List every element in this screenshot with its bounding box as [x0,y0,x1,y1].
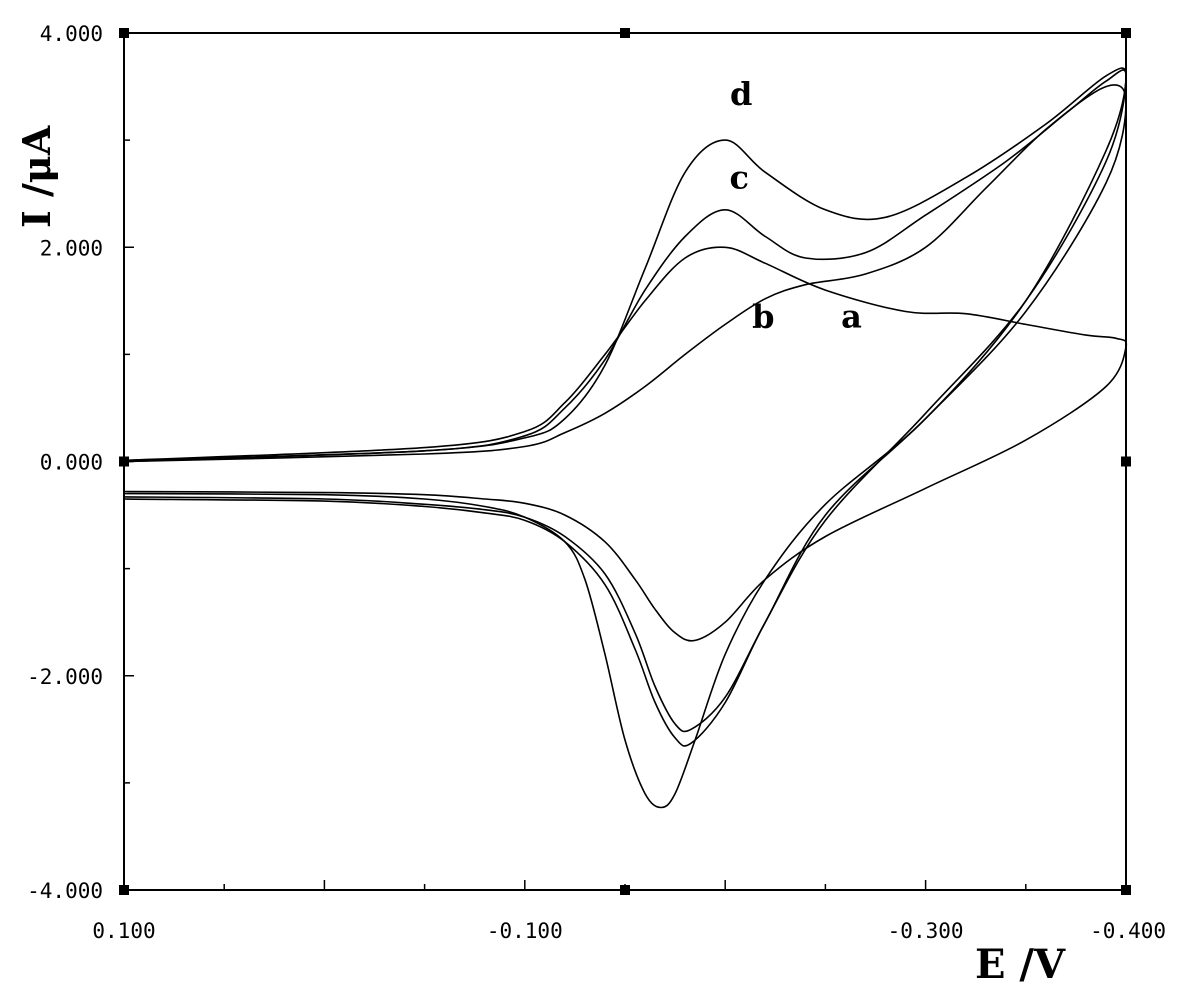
y-axis-title: I /μA [14,125,59,228]
curve-label-c: c [729,158,748,196]
x-tick-label: 0.100 [92,919,155,943]
curve-labels: a b c d [729,75,861,336]
curve-a [123,246,1128,642]
tick-labels: 0.100 -0.100 -0.300 -0.400 4.000 2.000 0.000 -2… [27,22,1166,943]
curve-label-d: d [730,75,752,113]
frame-marker [620,885,630,895]
frame-marker [620,28,630,38]
axis-ticks [123,32,1127,891]
curve-label-a: a [841,298,862,336]
x-axis-title: E /V [975,941,1066,988]
y-tick-label: -2.000 [27,665,103,689]
curve-b [123,84,1127,733]
x-tick-label: -0.300 [888,919,964,943]
frame-marker [1121,885,1131,895]
x-tick-label: -0.400 [1090,919,1166,943]
plot-frame [123,32,1127,891]
frame-marker [1121,28,1131,38]
y-tick-label: -4.000 [27,879,103,903]
frame-marker [1121,456,1131,467]
y-tick-label: 4.000 [40,22,103,46]
frame-marker [119,28,129,38]
frame-marker [119,885,129,895]
frame-markers [119,28,1131,895]
x-tick-label: -0.100 [487,919,563,943]
curves-group [123,67,1128,809]
curve-c [123,69,1127,747]
curve-label-b: b [752,298,774,336]
y-tick-label: 2.000 [40,236,103,260]
y-tick-label: 0.000 [40,451,103,475]
curve-d [123,67,1127,809]
